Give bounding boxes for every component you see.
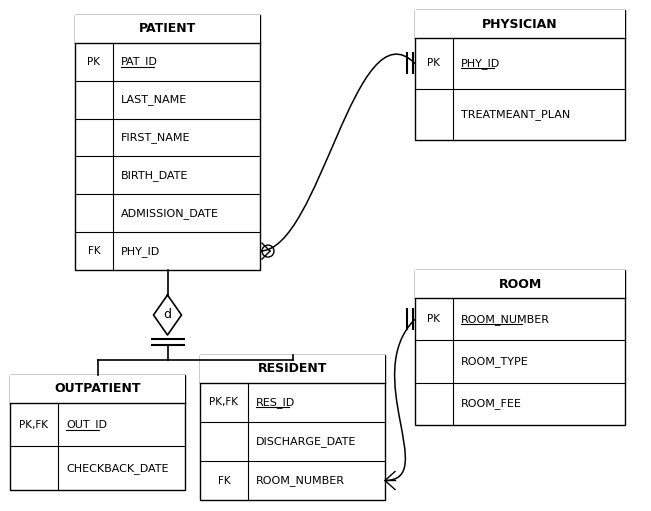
Text: LAST_NAME: LAST_NAME	[121, 95, 187, 105]
Text: ADMISSION_DATE: ADMISSION_DATE	[121, 208, 219, 219]
Text: TREATMEANT_PLAN: TREATMEANT_PLAN	[461, 109, 570, 120]
Bar	[200, 355, 385, 500]
Text: PK,FK: PK,FK	[210, 398, 238, 407]
Text: ROOM_NUMBER: ROOM_NUMBER	[461, 314, 550, 324]
Text: ROOM_NUMBER: ROOM_NUMBER	[256, 475, 345, 486]
Text: PHYSICIAN: PHYSICIAN	[482, 17, 558, 31]
Text: PAT_ID: PAT_ID	[121, 56, 158, 67]
Text: RES_ID: RES_ID	[256, 397, 296, 408]
Text: OUTPATIENT: OUTPATIENT	[54, 383, 141, 396]
Bar	[75, 15, 260, 43]
Text: RESIDENT: RESIDENT	[258, 362, 327, 376]
Text: d: d	[163, 309, 171, 321]
Polygon shape	[154, 295, 182, 335]
Text: OUT_ID: OUT_ID	[66, 420, 107, 430]
Text: PK: PK	[428, 314, 441, 324]
Bar	[415, 10, 625, 38]
Bar	[415, 270, 625, 425]
Text: CHECKBACK_DATE: CHECKBACK_DATE	[66, 463, 169, 474]
Text: PHY_ID: PHY_ID	[461, 58, 500, 69]
Text: PK,FK: PK,FK	[20, 420, 49, 430]
Text: BIRTH_DATE: BIRTH_DATE	[121, 170, 188, 181]
Text: PK: PK	[428, 58, 441, 68]
Text: DISCHARGE_DATE: DISCHARGE_DATE	[256, 436, 356, 447]
Text: FIRST_NAME: FIRST_NAME	[121, 132, 191, 143]
Bar	[10, 375, 185, 403]
Text: ROOM_TYPE: ROOM_TYPE	[461, 356, 529, 367]
Text: FK: FK	[217, 476, 230, 485]
Bar	[415, 10, 625, 140]
Bar	[200, 355, 385, 383]
Text: FK: FK	[88, 246, 100, 256]
Text: ROOM_FEE: ROOM_FEE	[461, 399, 522, 409]
Text: ROOM: ROOM	[499, 277, 542, 290]
Text: PK: PK	[87, 57, 100, 67]
Bar	[10, 375, 185, 490]
Text: PATIENT: PATIENT	[139, 22, 196, 35]
Bar	[75, 15, 260, 270]
Bar	[415, 270, 625, 298]
Text: PHY_ID: PHY_ID	[121, 246, 160, 257]
